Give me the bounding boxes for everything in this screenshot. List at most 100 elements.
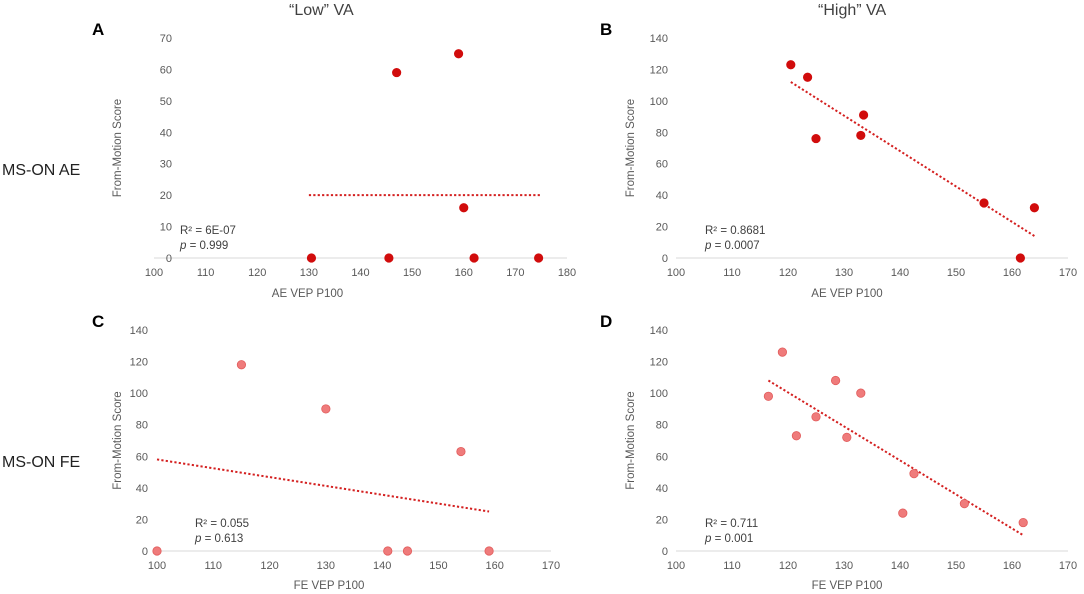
data-point-b [802,72,813,82]
y-axis-label-b: From-Motion Score [625,99,637,197]
x-tick-label-d: 130 [835,560,853,572]
x-tick-label-c: 170 [542,560,560,572]
y-tick-label-a: 70 [160,33,172,45]
p-symbol-d: p [704,533,712,545]
data-point-d [898,508,908,518]
trend-line-b [790,81,1035,237]
x-tick-label-b: 130 [835,267,853,279]
y-tick-label-b: 140 [650,33,668,45]
data-point-c [152,546,162,556]
x-tick-label-c: 110 [205,560,223,572]
y-tick-label-a: 50 [160,96,172,108]
data-point-b [1029,203,1040,213]
p-symbol-c: p [194,533,202,545]
x-tick-label-d: 120 [779,560,797,572]
y-tick-label-d: 140 [650,325,668,337]
column-title-high-va: “High” VA [818,2,887,19]
y-tick-label-a: 0 [166,253,172,265]
data-point-d [830,375,841,386]
y-tick-label-d: 120 [650,357,668,369]
y-tick-label-a: 30 [160,159,172,171]
data-point-b [811,133,821,144]
x-tick-label-b: 160 [1003,267,1021,279]
y-tick-label-c: 0 [142,546,148,558]
p-value-label-d: p = 0.001 [704,533,753,545]
r-squared-label-d: R² = 0.711 [705,518,758,530]
data-point-a [392,67,402,78]
p-value-a: = 0.999 [186,240,228,252]
y-tick-label-c: 120 [130,357,148,369]
x-tick-label-c: 140 [373,560,391,572]
y-tick-label-d: 80 [656,420,668,432]
x-axis-label-d: FE VEP P100 [812,580,883,592]
y-tick-label-c: 100 [130,388,148,400]
r-squared-label-b: R² = 0.8681 [705,225,765,237]
data-point-c [236,360,247,370]
data-point-a [384,253,394,263]
data-point-d [777,347,788,357]
row-label-ms-on-fe: MS-ON FE [2,454,81,471]
y-tick-label-d: 20 [656,514,668,526]
panel-letter-d: D [600,312,613,331]
x-tick-label-a: 110 [197,267,215,279]
x-tick-label-d: 150 [947,560,965,572]
y-tick-label-b: 100 [650,96,668,108]
x-tick-label-b: 110 [723,267,741,279]
y-tick-label-b: 20 [656,222,668,234]
x-axis-label-c: FE VEP P100 [294,580,365,592]
x-tick-label-a: 100 [145,267,163,279]
y-axis-label-d: From-Motion Score [625,391,637,489]
x-tick-label-c: 150 [429,560,447,572]
data-point-b [979,198,989,208]
x-axis-label-b: AE VEP P100 [811,288,882,300]
x-tick-label-a: 160 [455,267,473,279]
p-value-label-a: p = 0.999 [179,240,228,252]
data-point-a [459,203,469,213]
x-tick-label-d: 100 [667,560,685,572]
y-tick-label-c: 140 [130,325,148,337]
y-tick-label-c: 80 [136,420,148,432]
y-tick-label-c: 60 [136,451,148,463]
panel-letter-a: A [92,20,105,39]
row-label-ms-on-ae: MS-ON AE [2,162,81,179]
r-squared-label-c: R² = 0.055 [195,518,249,530]
p-value-label-b: p = 0.0007 [704,240,760,252]
data-point-d [811,412,821,422]
y-axis-label-c: From-Motion Score [112,391,124,489]
x-tick-label-d: 170 [1059,560,1077,572]
data-point-a [469,253,479,263]
x-tick-label-a: 180 [558,267,576,279]
data-point-b [858,110,869,120]
trend-line-d [767,379,1024,537]
y-tick-label-b: 80 [656,127,668,139]
data-point-a [453,49,464,59]
x-tick-label-d: 160 [1003,560,1021,572]
p-value-label-c: p = 0.613 [194,533,243,545]
x-tick-label-a: 130 [300,267,318,279]
x-tick-label-c: 120 [260,560,278,572]
data-point-b [1015,253,1026,263]
data-point-c [484,546,494,556]
x-tick-label-c: 130 [317,560,335,572]
x-tick-label-b: 150 [947,267,965,279]
x-tick-label-a: 120 [248,267,266,279]
data-point-d [909,469,919,479]
y-tick-label-c: 20 [136,514,148,526]
data-point-c [321,404,331,414]
p-symbol-a: p [179,240,187,252]
data-point-d [1018,517,1028,528]
y-tick-label-a: 20 [160,190,172,202]
y-tick-label-a: 60 [160,64,172,76]
data-point-d [959,499,970,509]
data-point-a [534,253,544,263]
y-tick-label-b: 0 [662,253,668,265]
panel-letter-b: B [600,20,613,39]
panel-letter-c: C [92,312,105,331]
p-value-b: = 0.0007 [711,240,759,252]
x-axis-label-a: AE VEP P100 [272,288,343,300]
x-tick-label-d: 110 [723,560,741,572]
x-tick-label-b: 100 [667,267,685,279]
data-point-d [763,391,774,401]
y-tick-label-a: 10 [160,222,172,234]
